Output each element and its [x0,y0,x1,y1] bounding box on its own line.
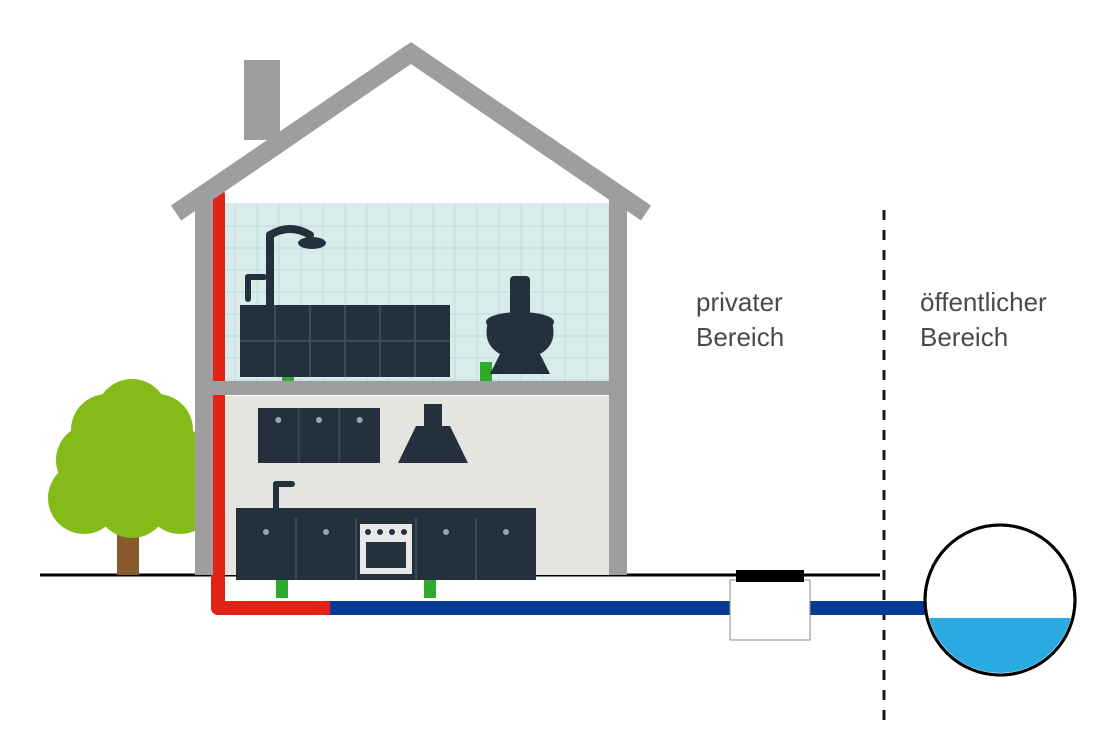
tree-foliage [48,379,216,538]
roof-right [411,53,646,213]
pipe-green-trap-0 [276,578,288,598]
roof-left [176,53,411,213]
pipe-green-trap-1 [424,578,436,598]
label-private: privater Bereich [696,285,784,355]
label-public: öffentlicher Bereich [920,285,1047,355]
label-public-line1: öffentlicher [920,285,1047,320]
sewer-water [925,618,1075,746]
inspection-box [730,580,810,640]
chimney [244,60,280,140]
label-public-line2: Bereich [920,320,1047,355]
manhole-cover [736,570,804,582]
label-private-line1: privater [696,285,784,320]
label-private-line2: Bereich [696,320,784,355]
pipe-green-trap-3 [480,362,492,384]
